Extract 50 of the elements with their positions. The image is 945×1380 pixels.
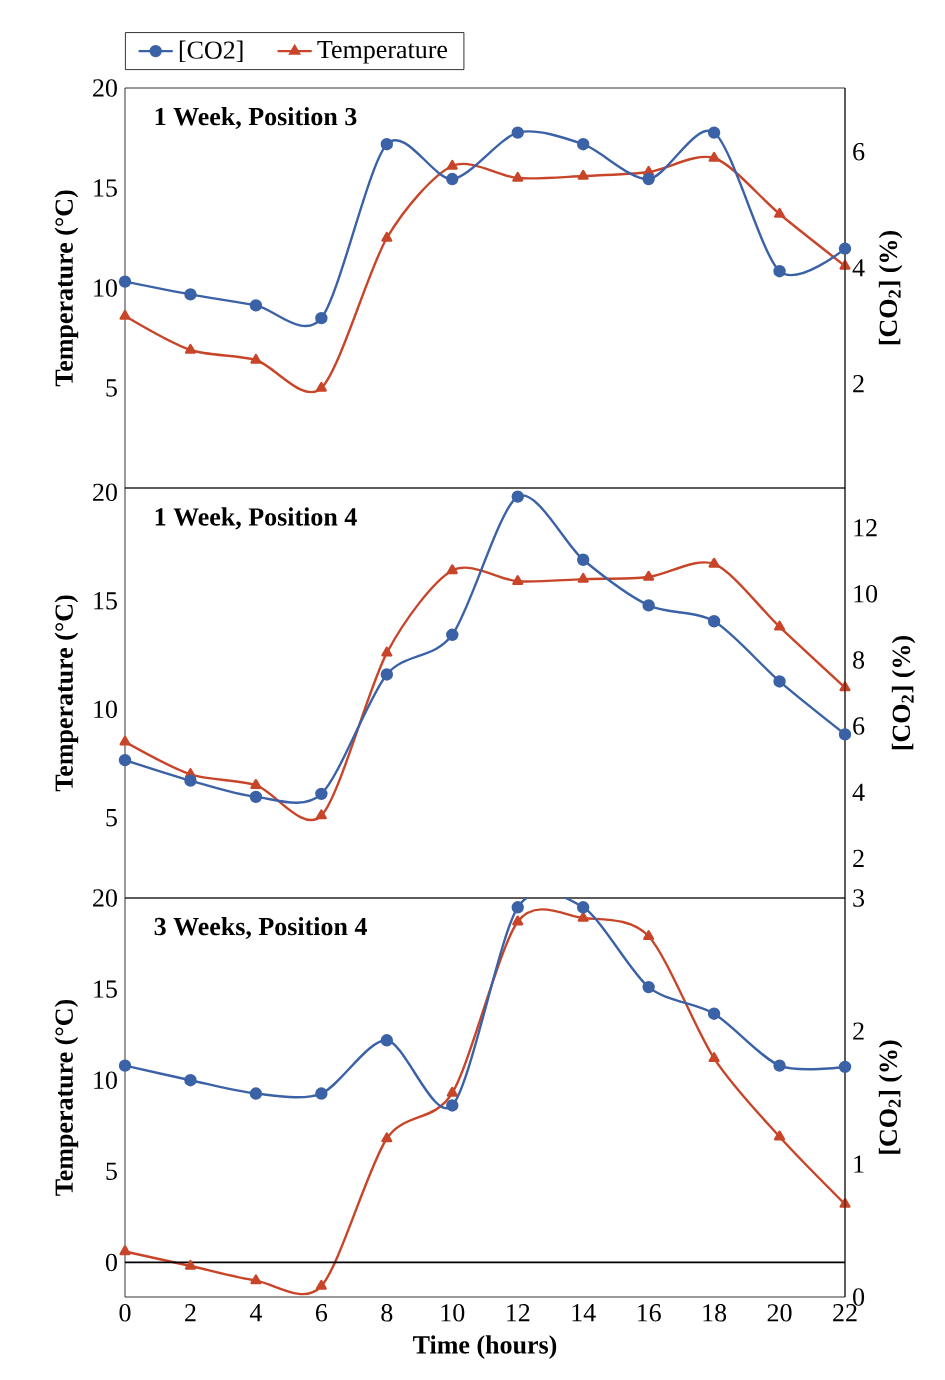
y2-tick-label: 1: [854, 1155, 864, 1173]
y2-tick-label: 3: [853, 889, 865, 907]
y-tick-label: 20: [93, 79, 117, 97]
x-tick-label: 22: [833, 1304, 857, 1322]
y-axis-title: Temperature (°C): [54, 595, 79, 792]
y2-tick-label: 4: [852, 259, 865, 277]
y2-tick-label: 12: [854, 519, 877, 537]
y-tick-label: 15: [94, 592, 117, 610]
y-tick-label: 15: [94, 179, 117, 197]
y2-axis-title: [CO$_{2}$] (%): [891, 636, 916, 750]
y-tick-label: 10: [94, 279, 117, 297]
y-tick-label: 20: [93, 483, 117, 502]
y-axis-title: Temperature (°C): [54, 190, 79, 387]
y-tick-label: 10: [94, 1071, 117, 1089]
y2-tick-label: 2: [853, 849, 864, 867]
legend-label: [CO2]: [179, 40, 243, 63]
legend-label: Temperature: [317, 41, 448, 64]
y2-tick-label: 10: [854, 585, 878, 603]
y-tick-label: 5: [106, 809, 117, 827]
x-tick-label: 14: [572, 1304, 596, 1322]
y2-tick-label: 6: [853, 143, 865, 161]
y-tick-label: 5: [106, 379, 117, 397]
x-tick-label: 16: [637, 1304, 661, 1322]
x-tick-label: 10: [441, 1304, 465, 1322]
x-tick-label: 20: [767, 1304, 792, 1322]
x-tick-label: 12: [507, 1304, 530, 1322]
y-tick-label: 20: [93, 889, 117, 907]
text: 1 Week, Position 4: [155, 507, 357, 530]
x-tick-label: 2: [185, 1304, 196, 1322]
y-tick-label: 0: [105, 1253, 117, 1272]
x-axis-title: Time (hours): [413, 1335, 557, 1359]
y2-tick-label: 8: [853, 651, 865, 669]
y2-tick-label: 6: [853, 717, 865, 735]
y2-axis-title: [CO$_{2}$] (%): [878, 231, 903, 345]
text: 1 Week, Position 3: [155, 107, 357, 130]
y-axis-title: Temperature (°C): [54, 999, 79, 1196]
y-tick-label: 5: [106, 1162, 117, 1180]
x-tick-label: 4: [249, 1304, 263, 1322]
y2-tick-label: 0: [853, 1288, 865, 1306]
y2-tick-label: 2: [853, 375, 864, 393]
y2-axis-title: [CO$_{2}$] (%): [878, 1040, 903, 1154]
y2-tick-label: 4: [852, 783, 865, 801]
x-tick-label: 8: [381, 1304, 393, 1322]
x-tick-label: 18: [703, 1304, 727, 1322]
y2-tick-label: 2: [853, 1022, 864, 1040]
x-tick-label: 0: [119, 1304, 131, 1322]
text: 3 Weeks, Position 4: [154, 917, 367, 940]
y-tick-label: 10: [94, 700, 117, 719]
y-tick-label: 15: [94, 980, 117, 998]
x-tick-label: 6: [315, 1304, 328, 1322]
